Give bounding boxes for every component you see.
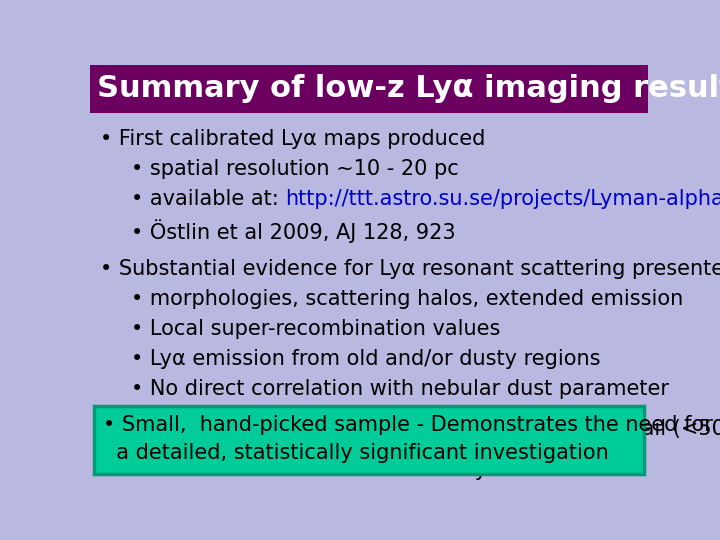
FancyBboxPatch shape xyxy=(94,406,644,474)
Text: • No direct correlation with nebular dust parameter: • No direct correlation with nebular dus… xyxy=(131,379,669,399)
Text: • Östlin et al 2009, AJ 128, 923: • Östlin et al 2009, AJ 128, 923 xyxy=(131,219,455,242)
Text: • Local super-recombination values: • Local super-recombination values xyxy=(131,319,500,339)
Text: • Anti-correlation between Hα and Lyα ???: • Anti-correlation between Hα and Lyα ??… xyxy=(100,460,541,480)
Text: • Lyα emission from old and/or dusty regions: • Lyα emission from old and/or dusty reg… xyxy=(131,349,600,369)
Text: http://ttt.astro.su.se/projects/Lyman-alpha/: http://ttt.astro.su.se/projects/Lyman-al… xyxy=(285,189,720,209)
Text: • Low escape fractions (< 20%) -- dust corrections fail (<50%): • Low escape fractions (< 20%) -- dust c… xyxy=(100,420,720,440)
Text: • spatial resolution ~10 - 20 pc: • spatial resolution ~10 - 20 pc xyxy=(131,159,459,179)
FancyBboxPatch shape xyxy=(90,65,648,113)
Text: • morphologies, scattering halos, extended emission: • morphologies, scattering halos, extend… xyxy=(131,289,683,309)
Text: Summary of low-z Lyα imaging results: Summary of low-z Lyα imaging results xyxy=(96,74,720,103)
Text: • Small,  hand-picked sample - Demonstrates the need for
  a detailed, statistic: • Small, hand-picked sample - Demonstrat… xyxy=(104,415,714,463)
Text: • Substantial evidence for Lyα resonant scattering presented:: • Substantial evidence for Lyα resonant … xyxy=(100,259,720,279)
Text: • First calibrated Lyα maps produced: • First calibrated Lyα maps produced xyxy=(100,129,485,149)
Text: • available at:: • available at: xyxy=(131,189,285,209)
